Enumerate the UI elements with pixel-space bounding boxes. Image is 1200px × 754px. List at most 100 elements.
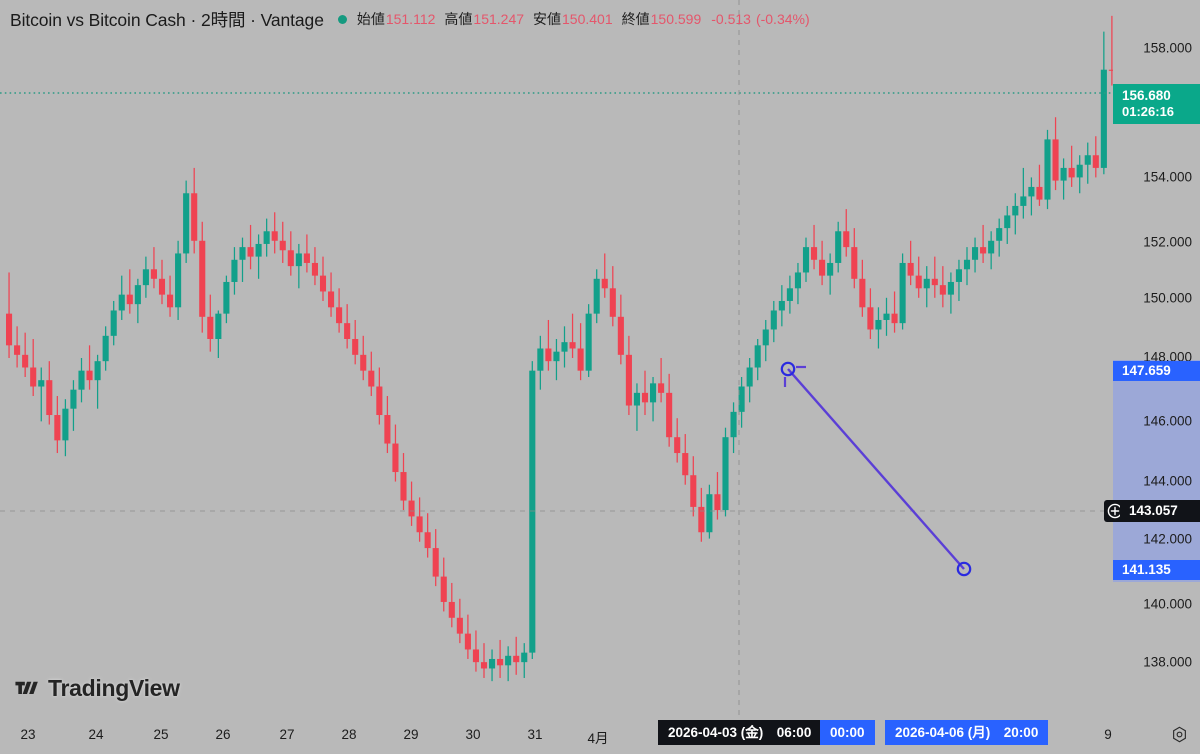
candle-body — [1100, 69, 1107, 168]
candle-body — [1036, 186, 1043, 200]
candle-body — [593, 278, 600, 314]
trend-line-drawing[interactable] — [780, 361, 972, 577]
candle-body — [344, 323, 351, 339]
candle-body — [352, 338, 359, 355]
candle-body — [94, 361, 101, 381]
candle-body — [448, 601, 455, 618]
chart-legend: Bitcoin vs Bitcoin Cash · 2時間 · Vantage … — [10, 8, 810, 30]
candle-body — [424, 532, 431, 549]
chart-plot-area[interactable] — [0, 0, 1113, 716]
price-tick-label: 144.000 — [1143, 473, 1192, 489]
price-tick-label: 148.000 — [1143, 349, 1192, 365]
selection-end-time-badge: 2026-04-06 (月) 20:00 — [885, 720, 1049, 745]
candle-body — [1068, 167, 1075, 178]
trend-line-segment[interactable] — [787, 368, 965, 570]
candle-body — [22, 354, 29, 368]
candle-body — [609, 288, 616, 317]
candle-body — [142, 269, 149, 286]
trend-line-start-handle[interactable] — [780, 361, 796, 377]
candle-body — [167, 294, 174, 308]
candle-body — [875, 319, 882, 330]
candle-body — [489, 658, 496, 669]
candle-body — [988, 240, 995, 254]
candle-body — [947, 281, 954, 295]
candle-body — [175, 253, 182, 308]
candle-body — [126, 294, 133, 305]
candle-body — [1076, 164, 1083, 178]
candle-body — [794, 272, 801, 289]
candle-body — [561, 342, 568, 352]
candle-body — [996, 228, 1003, 241]
candle-body — [134, 285, 141, 305]
candle-body — [907, 262, 914, 276]
price-scale[interactable]: 158.000 154.000 152.000 150.000 148.000 146.0… — [1104, 0, 1200, 716]
candle-body — [601, 278, 608, 289]
candle-body — [899, 262, 906, 324]
change-value: -0.513 — [711, 11, 751, 27]
candle-body — [158, 278, 166, 295]
candle-body — [851, 247, 858, 279]
price-tick-label: 154.000 — [1143, 169, 1192, 185]
time-tick-label: 28 — [341, 727, 357, 742]
candle-body — [545, 348, 552, 362]
time-scale[interactable]: 23 24 25 26 27 28 29 30 31 4月 9 2026-04-03 (金) 06:… — [0, 716, 1200, 754]
crosshair-price-value: 143.057 — [1129, 503, 1178, 518]
candle-body — [271, 231, 278, 241]
candle-body — [513, 655, 520, 663]
candle-body — [400, 472, 407, 501]
candle-body — [762, 329, 769, 346]
open-label: 始値 — [356, 11, 385, 27]
candle-body — [690, 475, 697, 507]
candle-body — [529, 370, 536, 653]
candle-body — [1052, 139, 1059, 181]
candle-body — [980, 247, 987, 254]
candle-body — [408, 500, 415, 517]
symbol-title[interactable]: Bitcoin vs Bitcoin Cash · 2時間 · Vantage — [10, 9, 324, 30]
last-price-value: 156.680 — [1122, 88, 1171, 103]
time-tick-label: 25 — [153, 727, 169, 742]
timezone-settings-icon[interactable] — [1171, 726, 1188, 743]
candle-body — [1012, 205, 1019, 216]
candle-body — [1084, 155, 1091, 165]
candle-body — [287, 250, 294, 267]
time-tick-label: 29 — [403, 727, 419, 742]
candle-body — [54, 415, 61, 441]
time-tick-label: 4月 — [587, 731, 609, 746]
candle-body — [255, 243, 262, 257]
selection-low-price-badge: 141.135 — [1113, 560, 1200, 580]
candle-body — [279, 240, 286, 251]
candle-body — [110, 310, 117, 336]
candle-body — [859, 278, 866, 308]
watermark-label: TradingView — [48, 675, 180, 701]
timezone-glyph — [1173, 726, 1186, 743]
candle-body — [625, 354, 632, 406]
close-label: 終値 — [621, 11, 650, 27]
candle-body — [464, 633, 471, 650]
candle-body — [963, 259, 971, 270]
candle-body — [714, 494, 721, 511]
candlestick-canvas — [0, 0, 1113, 716]
candle-body — [336, 307, 343, 324]
candle-body — [223, 281, 230, 314]
candle-body — [360, 354, 367, 371]
candle-body — [811, 247, 818, 260]
candle-body — [263, 231, 270, 244]
candle-body — [102, 335, 109, 362]
candle-body — [939, 285, 946, 295]
selection-high-price-badge: 147.659 — [1113, 361, 1200, 381]
candle-body — [923, 278, 930, 289]
candle-body — [883, 313, 890, 320]
close-value: 150.599 — [650, 11, 702, 27]
candle-body — [819, 259, 826, 276]
candle-body — [1092, 155, 1099, 168]
candle-body — [392, 443, 399, 473]
candle-body — [46, 380, 53, 416]
candle-body — [633, 392, 640, 406]
candle-body — [915, 275, 922, 289]
trend-line-end-handle[interactable] — [956, 561, 972, 577]
candle-body — [440, 576, 447, 602]
candle-body — [6, 313, 13, 346]
candle-body — [931, 278, 938, 286]
selection-start-time-text: 00:00 — [830, 725, 865, 740]
candle-body — [505, 655, 512, 666]
